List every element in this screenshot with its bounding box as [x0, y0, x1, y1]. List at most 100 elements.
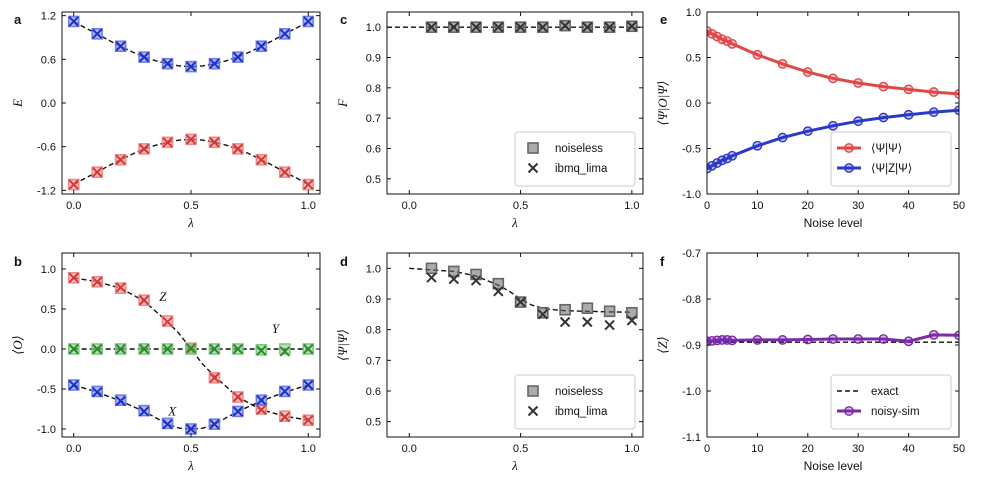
y-axis-label-e: ⟨Ψ|O|Ψ⟩	[655, 81, 670, 126]
series-b-X-crosses-point	[232, 406, 244, 417]
series-b-X-crosses-point-stroke-2	[162, 418, 173, 430]
series-c-ibmq-lima-point	[582, 21, 593, 33]
series-e--Z--point	[722, 153, 733, 164]
series-a-lower-crosses-point	[232, 143, 244, 155]
x-tick-label-f: 10	[751, 443, 763, 455]
series-a-lower-crosses-point-stroke-2	[209, 137, 220, 148]
y-tick-label-f: -1.0	[682, 386, 701, 398]
series-e--Z--point	[878, 112, 889, 123]
series-c-ibmq-lima-point-stroke-2	[493, 21, 504, 33]
y-tick-label-c: 0.8	[366, 83, 381, 95]
series-a-upper-crosses-point-stroke-2	[115, 41, 126, 52]
series-a-upper-crosses-point-stroke-2	[68, 16, 79, 27]
series-b-X-crosses-point-stroke-2	[185, 423, 197, 435]
series-b-Y-crosses-point	[115, 343, 126, 355]
series-b-Y-crosses-point	[303, 343, 314, 355]
series-e--Z--point	[777, 132, 788, 143]
series-e--Z--point	[727, 150, 738, 161]
y-tick-label-a: 0.6	[41, 54, 56, 66]
legend-d: noiseless ibmq_lima	[514, 374, 636, 430]
series-a-upper-crosses-point	[115, 41, 126, 52]
series-e---point	[722, 36, 733, 47]
series-a-upper-crosses-point	[91, 28, 103, 40]
series-a-upper-crosses-point	[303, 16, 314, 27]
y-tick-label-c: 0.5	[366, 174, 381, 186]
panel-e-plot-area	[707, 26, 959, 174]
y-tick-label-d: 0.9	[366, 294, 381, 306]
y-tick-label-f: -0.9	[682, 340, 701, 352]
series-d-ibmq-lima-point-stroke-2	[470, 275, 482, 286]
y-tick-label-c: 0.9	[366, 53, 381, 65]
series-b-X-crosses-point	[256, 394, 267, 406]
series-a-upper-crosses-point-stroke-2	[138, 51, 150, 63]
series-b-Y-crosses-point-stroke-2	[303, 343, 314, 355]
series-a-lower-crosses-point	[256, 154, 267, 165]
series-e--Z--point	[853, 116, 864, 127]
series-d-noiseless-point	[425, 262, 438, 275]
series-d-ibmq-lima-point	[626, 315, 638, 326]
series-a-upper-crosses-point-stroke-2	[232, 51, 244, 63]
y-tick-label-a: -0.6	[37, 142, 56, 154]
series-e---point	[828, 73, 838, 84]
series-c-ibmq-lima-point	[426, 21, 437, 33]
legend-entry-e-0-label: ⟨Ψ|Ψ⟩	[871, 143, 902, 155]
series-c-ibmq-lima-point-stroke-2	[537, 21, 549, 33]
series-b-Y-crosses-point-stroke-2	[256, 345, 267, 356]
series-b-Y-crosses-point	[138, 343, 150, 355]
series-a-upper-crosses-point	[232, 51, 244, 63]
panel-letter-a: a	[14, 12, 22, 27]
y-tick-label-f: -0.7	[682, 248, 701, 260]
panel-c-frame	[386, 11, 644, 195]
series-d-ibmq-lima-point	[493, 286, 504, 297]
y-tick-label-b: -0.5	[37, 384, 56, 396]
series-a-upper-crosses-point-stroke-2	[303, 16, 314, 27]
series-a-lower-crosses-point-stroke-2	[256, 154, 267, 165]
y-tick-label-e: -1.0	[682, 189, 701, 201]
y-tick-label-d: 0.5	[366, 417, 381, 429]
series-d-ibmq-lima-point-stroke-2	[604, 319, 615, 331]
x-tick-label-f: 30	[852, 443, 864, 455]
x-tick-label-e: 50	[953, 200, 965, 212]
series-c-ibmq-lima-point-stroke-2	[470, 21, 482, 33]
y-tick-label-e: 0.0	[686, 98, 701, 110]
series-b-Y-crosses-point-stroke-2	[91, 343, 103, 355]
x-tick-label-d: 0.0	[402, 443, 417, 455]
legend-entry-c-1-swatch	[527, 162, 539, 174]
y-axis-label-f: ⟨Z⟩	[655, 336, 670, 353]
series-a-upper-crosses-point-stroke-2	[209, 58, 220, 69]
series-d-ibmq-lima-point	[515, 296, 526, 308]
series-c-ibmq-lima-point	[515, 21, 526, 33]
series-d-ibmq-lima-point-stroke-2	[448, 273, 459, 285]
series-d-noiseless-point	[581, 302, 594, 315]
series-a-lower-crosses-point-stroke-2	[91, 166, 103, 178]
x-tick-label-e: 20	[802, 200, 814, 212]
series-f-noisy-sim-point	[903, 336, 914, 347]
series-e---point	[707, 28, 717, 39]
series-c-ibmq-lima-point-stroke-2	[515, 21, 526, 33]
legend-box-f	[830, 374, 952, 430]
series-b-X-crosses-point-stroke-2	[279, 386, 291, 397]
x-tick-label-b: 0.0	[66, 443, 81, 455]
series-a-upper-crosses-point	[279, 28, 291, 40]
series-b-Z-crosses-point	[279, 411, 291, 423]
series-a-lower-crosses-point	[91, 166, 103, 178]
series-b-Y-crosses-point	[279, 346, 291, 357]
series-b-Z-crosses-point	[303, 414, 314, 426]
series-b-X-crosses-point-stroke-2	[68, 379, 79, 391]
series-a-lower-crosses-point-stroke-2	[68, 179, 79, 190]
series-a-lower-crosses-point-stroke-2	[162, 137, 173, 148]
legend-entry-f-1-label: noisy-sim	[871, 406, 920, 418]
series-d-ibmq-lima-point-stroke-2	[515, 296, 526, 308]
legend-entry-e-0-swatch	[844, 143, 854, 153]
panel-b-plot-area	[67, 271, 315, 435]
x-tick-label-f: 40	[902, 443, 914, 455]
x-axis-label-e: Noise level	[804, 216, 863, 230]
series-b-Z-crosses-point-stroke-2	[115, 282, 126, 293]
series-e--Z--point	[928, 107, 939, 118]
series-b-Z-crosses-point	[232, 391, 244, 403]
series-b-Y-crosses-point-stroke-2	[115, 343, 126, 355]
series-b-Y-crosses-point	[68, 343, 79, 355]
series-a-exact-lower-line	[73, 138, 309, 186]
y-tick-label-b: 1.0	[41, 264, 56, 276]
